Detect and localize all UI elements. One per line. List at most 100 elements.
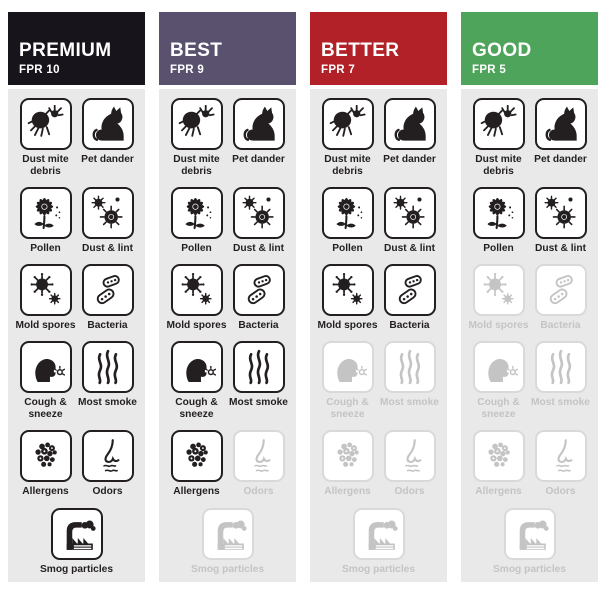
bacteria-icon bbox=[542, 271, 580, 309]
item-smog-particles: Smog particles bbox=[493, 508, 566, 576]
item-dust-mite-debris: Dust mite debris bbox=[166, 98, 227, 178]
bacteria-icon bbox=[89, 271, 127, 309]
item-row: Allergens Odors bbox=[317, 430, 440, 498]
item-label: Pollen bbox=[332, 243, 363, 255]
item-tile bbox=[383, 98, 436, 150]
pollen-flower-icon bbox=[27, 194, 65, 232]
column-header: PREMIUM FPR 10 bbox=[8, 12, 145, 85]
item-label: Dust mite debris bbox=[475, 154, 522, 178]
tier-name: BETTER bbox=[321, 40, 400, 62]
item-row: Cough & sneeze Most smoke bbox=[166, 341, 289, 421]
item-label: Dust mite debris bbox=[324, 154, 371, 178]
smoke-icon bbox=[391, 348, 429, 386]
item-tile bbox=[170, 341, 223, 394]
item-odors: Odors bbox=[228, 430, 289, 498]
item-label: Mold spores bbox=[15, 320, 76, 332]
cough-sneeze-icon bbox=[329, 348, 367, 386]
dust-mite-icon bbox=[480, 105, 518, 143]
item-tile bbox=[321, 430, 374, 483]
item-tile bbox=[472, 187, 525, 240]
dust-lint-icon bbox=[240, 194, 278, 232]
odors-nose-icon bbox=[89, 437, 127, 475]
item-tile bbox=[19, 341, 72, 394]
item-smog-particles: Smog particles bbox=[191, 508, 264, 576]
item-mold-spores: Mold spores bbox=[317, 264, 378, 332]
item-tile bbox=[232, 264, 285, 317]
dust-lint-icon bbox=[89, 194, 127, 232]
smog-factory-icon bbox=[58, 515, 96, 553]
tier-name: PREMIUM bbox=[19, 40, 112, 62]
item-bacteria: Bacteria bbox=[530, 264, 591, 332]
allergens-icon bbox=[480, 437, 518, 475]
pollen-flower-icon bbox=[178, 194, 216, 232]
column-header: GOOD FPR 5 bbox=[461, 12, 598, 85]
item-cough-sneeze: Cough & sneeze bbox=[15, 341, 76, 421]
item-bacteria: Bacteria bbox=[77, 264, 138, 332]
item-pollen: Pollen bbox=[15, 187, 76, 255]
column-body: Dust mite debris Pet dander Pollen Dust & l… bbox=[8, 89, 145, 583]
item-label: Pet dander bbox=[232, 154, 285, 165]
item-tile bbox=[50, 508, 103, 561]
smoke-icon bbox=[542, 348, 580, 386]
item-most-smoke: Most smoke bbox=[228, 341, 289, 421]
item-label: Dust mite debris bbox=[173, 154, 220, 178]
item-tile bbox=[81, 430, 134, 483]
item-tile bbox=[19, 430, 72, 483]
item-tile bbox=[81, 264, 134, 317]
item-label: Dust & lint bbox=[82, 243, 133, 255]
smog-factory-icon bbox=[511, 515, 549, 553]
fpr-comparison-board: PREMIUM FPR 10 Dust mite debris Pet dander P… bbox=[8, 12, 598, 583]
item-tile bbox=[19, 187, 72, 240]
item-mold-spores: Mold spores bbox=[468, 264, 529, 332]
allergens-icon bbox=[329, 437, 367, 475]
item-label: Allergens bbox=[22, 486, 69, 498]
item-row: Smog particles bbox=[166, 508, 289, 576]
item-dust-lint: Dust & lint bbox=[530, 187, 591, 255]
item-row: Cough & sneeze Most smoke bbox=[15, 341, 138, 421]
dust-mite-icon bbox=[329, 105, 367, 143]
item-tile bbox=[232, 341, 285, 394]
item-label: Dust & lint bbox=[535, 243, 586, 255]
cat-icon bbox=[240, 105, 278, 143]
item-tile bbox=[321, 264, 374, 317]
item-row: Allergens Odors bbox=[166, 430, 289, 498]
item-label: Smog particles bbox=[190, 564, 265, 576]
item-row: Pollen Dust & lint bbox=[166, 187, 289, 255]
smog-factory-icon bbox=[360, 515, 398, 553]
item-label: Dust mite debris bbox=[22, 154, 69, 178]
item-dust-mite-debris: Dust mite debris bbox=[468, 98, 529, 178]
item-label: Pet dander bbox=[534, 154, 587, 165]
item-row: Allergens Odors bbox=[15, 430, 138, 498]
item-tile bbox=[383, 341, 436, 394]
item-tile bbox=[81, 187, 134, 240]
item-allergens: Allergens bbox=[166, 430, 227, 498]
smog-factory-icon bbox=[209, 515, 247, 553]
item-allergens: Allergens bbox=[317, 430, 378, 498]
cat-icon bbox=[89, 105, 127, 143]
pollen-flower-icon bbox=[329, 194, 367, 232]
item-tile bbox=[170, 98, 223, 150]
item-mold-spores: Mold spores bbox=[15, 264, 76, 332]
column-body: Dust mite debris Pet dander Pollen Dust & l… bbox=[310, 89, 447, 583]
fpr-rating: FPR 9 bbox=[170, 64, 205, 76]
item-tile bbox=[383, 264, 436, 317]
fpr-rating: FPR 10 bbox=[19, 64, 60, 76]
item-tile bbox=[534, 264, 587, 317]
item-pet-dander: Pet dander bbox=[379, 98, 440, 178]
item-label: Dust & lint bbox=[233, 243, 284, 255]
fpr-rating: FPR 5 bbox=[472, 64, 507, 76]
item-label: Smog particles bbox=[39, 564, 114, 576]
item-tile bbox=[81, 341, 134, 394]
item-smog-particles: Smog particles bbox=[342, 508, 415, 576]
cough-sneeze-icon bbox=[480, 348, 518, 386]
item-tile bbox=[383, 187, 436, 240]
item-tile bbox=[321, 187, 374, 240]
item-pet-dander: Pet dander bbox=[530, 98, 591, 178]
item-label: Allergens bbox=[324, 486, 371, 498]
item-most-smoke: Most smoke bbox=[379, 341, 440, 421]
item-label: Pet dander bbox=[383, 154, 436, 165]
item-dust-lint: Dust & lint bbox=[77, 187, 138, 255]
item-label: Allergens bbox=[475, 486, 522, 498]
item-row: Cough & sneeze Most smoke bbox=[317, 341, 440, 421]
item-tile bbox=[472, 341, 525, 394]
